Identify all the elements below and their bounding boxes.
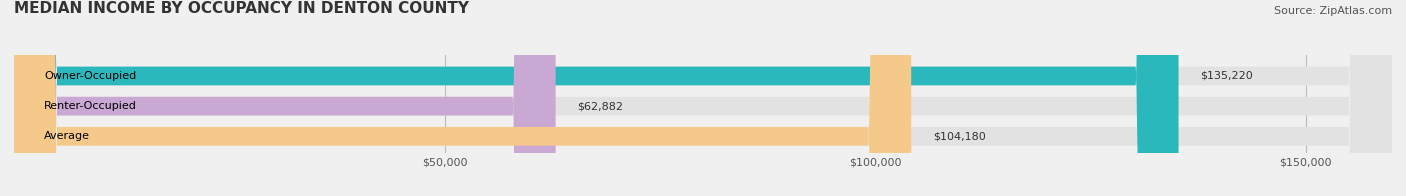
Text: $104,180: $104,180 [932,131,986,141]
FancyBboxPatch shape [14,0,1178,196]
FancyBboxPatch shape [14,0,555,196]
Text: $62,882: $62,882 [576,101,623,111]
FancyBboxPatch shape [14,0,1392,196]
Text: Source: ZipAtlas.com: Source: ZipAtlas.com [1274,6,1392,16]
Text: MEDIAN INCOME BY OCCUPANCY IN DENTON COUNTY: MEDIAN INCOME BY OCCUPANCY IN DENTON COU… [14,1,470,16]
FancyBboxPatch shape [14,0,1392,196]
Text: Renter-Occupied: Renter-Occupied [44,101,136,111]
FancyBboxPatch shape [14,0,911,196]
Text: Average: Average [44,131,90,141]
FancyBboxPatch shape [14,0,1392,196]
Text: $135,220: $135,220 [1201,71,1253,81]
Text: Owner-Occupied: Owner-Occupied [44,71,136,81]
